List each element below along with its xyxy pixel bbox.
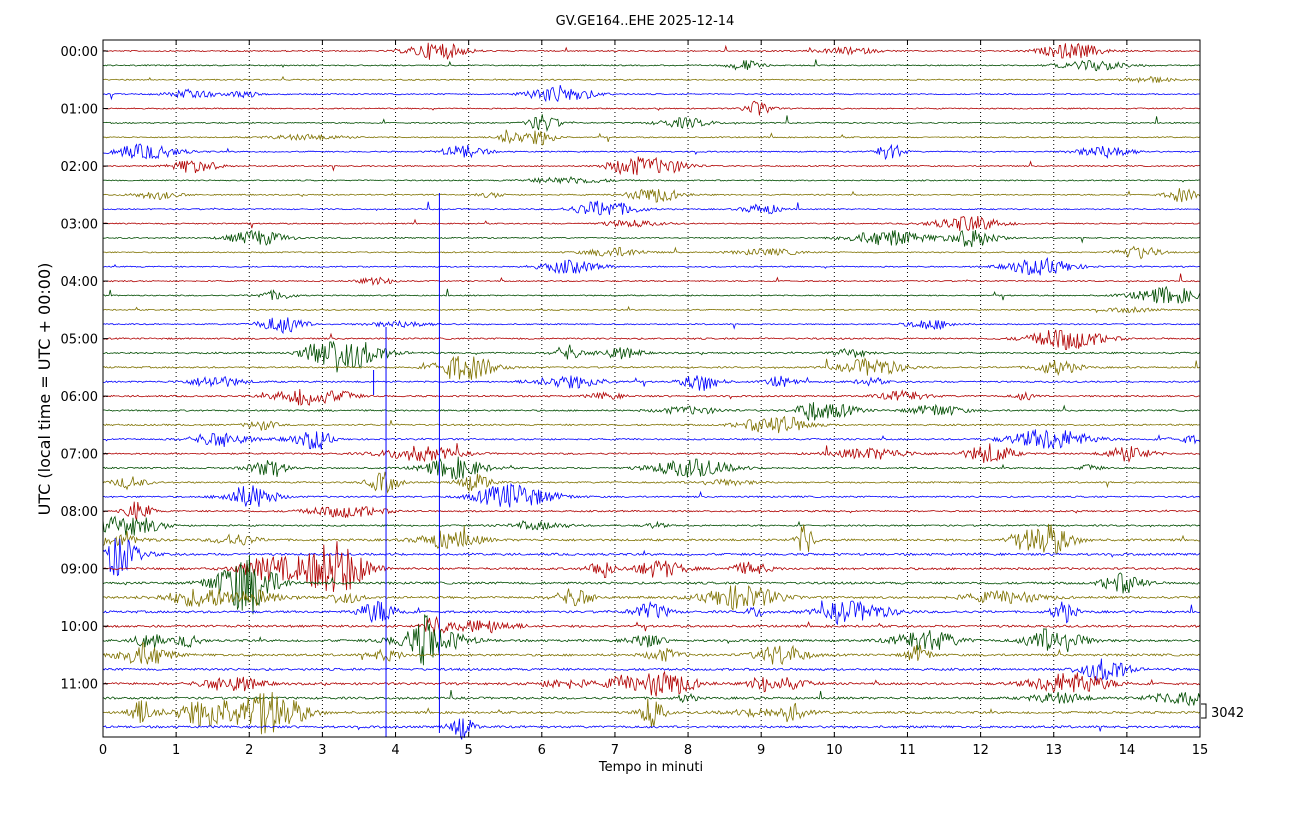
trace-line bbox=[102, 615, 1201, 636]
trace-line bbox=[102, 690, 1201, 707]
x-tick-label: 10 bbox=[826, 743, 843, 758]
trace-line bbox=[102, 75, 1201, 84]
trace-line bbox=[102, 329, 1201, 350]
y-tick-label: 10:00 bbox=[61, 620, 98, 635]
y-tick-label: 08:00 bbox=[61, 505, 98, 520]
y-axis-ticks: 00:00 01:00 02:00 03:00 04:00 05:00 06:00 07:00… bbox=[61, 45, 108, 693]
plot-frame bbox=[102, 39, 1201, 738]
y-tick-label: 04:00 bbox=[61, 275, 98, 290]
trace-line bbox=[102, 501, 1201, 521]
trace-line bbox=[102, 456, 1201, 481]
y-tick-label: 05:00 bbox=[61, 333, 98, 348]
trace-line bbox=[102, 718, 1201, 740]
trace-line bbox=[102, 317, 1201, 335]
chart-title: GV.GE164..EHE 2025-12-14 bbox=[556, 14, 735, 29]
trace-line bbox=[102, 245, 1200, 260]
trace-line bbox=[102, 143, 1200, 161]
y-tick-label: 01:00 bbox=[61, 103, 98, 118]
x-tick-label: 11 bbox=[899, 743, 916, 758]
trace-line bbox=[102, 215, 1200, 231]
scale-label: 3042 bbox=[1211, 706, 1244, 721]
x-tick-label: 1 bbox=[172, 743, 180, 758]
trace-line bbox=[102, 614, 1201, 666]
x-tick-label: 6 bbox=[538, 743, 546, 758]
trace-line bbox=[102, 600, 1200, 626]
x-tick-label: 0 bbox=[99, 743, 107, 758]
trace-line bbox=[102, 482, 1201, 508]
trace-line bbox=[102, 129, 1201, 146]
seismic-traces bbox=[102, 42, 1201, 740]
trace-line bbox=[102, 188, 1201, 203]
y-tick-label: 02:00 bbox=[61, 160, 98, 175]
trace-line bbox=[102, 515, 1200, 536]
trace-line bbox=[102, 585, 1201, 611]
y-tick-label: 11:00 bbox=[61, 678, 98, 693]
y-tick-label: 09:00 bbox=[61, 563, 98, 578]
trace-line bbox=[102, 443, 1200, 463]
trace-line bbox=[102, 402, 1200, 422]
trace-line bbox=[102, 273, 1200, 286]
trace-line bbox=[102, 538, 1201, 577]
trace-line bbox=[102, 229, 1200, 248]
x-tick-label: 14 bbox=[1119, 743, 1136, 758]
y-tick-label: 00:00 bbox=[61, 45, 98, 60]
trace-line bbox=[102, 641, 1201, 666]
x-tick-label: 12 bbox=[972, 743, 989, 758]
x-tick-label: 15 bbox=[1192, 743, 1209, 758]
vertical-grid bbox=[175, 40, 1128, 737]
x-tick-label: 13 bbox=[1045, 743, 1062, 758]
trace-line bbox=[102, 285, 1201, 304]
x-tick-label: 8 bbox=[684, 743, 692, 758]
trace-line bbox=[102, 541, 1201, 593]
trace-line bbox=[102, 355, 1201, 380]
x-tick-label: 9 bbox=[757, 743, 765, 758]
trace-line bbox=[102, 305, 1200, 314]
x-tick-label: 5 bbox=[465, 743, 473, 758]
x-tick-label: 7 bbox=[611, 743, 619, 758]
trace-line bbox=[102, 200, 1200, 216]
x-tick-label: 3 bbox=[318, 743, 326, 758]
y-tick-label: 07:00 bbox=[61, 448, 98, 463]
trace-line bbox=[102, 415, 1200, 434]
trace-line bbox=[102, 670, 1201, 697]
trace-line bbox=[102, 256, 1200, 276]
trace-line bbox=[102, 156, 1200, 176]
trace-line bbox=[102, 375, 1200, 391]
trace-line bbox=[102, 471, 1200, 494]
trace-line bbox=[102, 554, 1201, 615]
trace-line bbox=[102, 100, 1200, 116]
trace-line bbox=[102, 59, 1201, 72]
trace-line bbox=[102, 114, 1201, 133]
trace-line bbox=[102, 175, 1200, 185]
x-tick-label: 4 bbox=[391, 743, 399, 758]
trace-line bbox=[102, 340, 1201, 373]
trace-line bbox=[102, 388, 1200, 406]
trace-line bbox=[102, 42, 1200, 60]
trace-line bbox=[102, 523, 1200, 555]
trace-line bbox=[102, 84, 1200, 103]
x-axis-label: Tempo in minuti bbox=[598, 760, 703, 775]
x-tick-label: 2 bbox=[245, 743, 253, 758]
y-axis-label: UTC (local time = UTC + 00:00) bbox=[35, 263, 54, 516]
trace-line bbox=[102, 691, 1201, 735]
trace-line bbox=[102, 429, 1201, 450]
y-tick-label: 06:00 bbox=[61, 390, 98, 405]
x-axis-ticks: 0 1 2 3 4 5 6 7 8 9 10 11 12 13 14 15 bbox=[99, 40, 1208, 758]
scale-bar: 3042 bbox=[1201, 703, 1244, 721]
trace-line bbox=[102, 658, 1200, 681]
y-tick-label: 03:00 bbox=[61, 218, 98, 233]
